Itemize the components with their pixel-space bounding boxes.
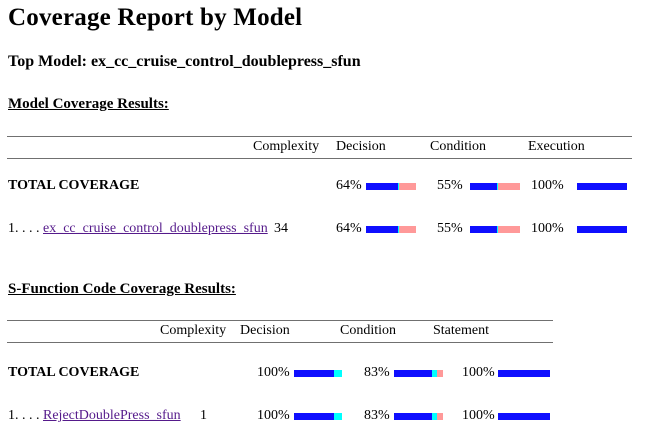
row-prefix: 1. . . . [8,408,43,423]
row-prefix-and-link: 1. . . . ex_cc_cruise_control_doublepres… [8,221,268,237]
decision-coverage-bar [366,183,416,190]
decision-pct: 64% [336,178,362,193]
decision-pct: 100% [257,365,290,380]
col-decision: Decision [240,323,290,338]
execution-coverage-bar [577,183,627,190]
model-total-row: TOTAL COVERAGE 64% 55% 100% [0,178,655,196]
statement-coverage-bar [498,413,550,420]
condition-pct: 55% [437,178,463,193]
sfunction-total-row: TOTAL COVERAGE 100% 83% 100% [0,365,655,383]
row-prefix-and-link: 1. . . . RejectDoublePress_sfun [8,408,181,424]
sfunction-table-header-row: Complexity Decision Condition Statement [0,323,655,341]
condition-coverage-bar [470,226,520,233]
top-model-label: Top Model: ex_cc_cruise_control_doublepr… [8,53,361,70]
col-complexity: Complexity [253,139,320,154]
complexity-value: 34 [274,221,288,236]
model-link[interactable]: ex_cc_cruise_control_doublepress_sfun [43,221,268,236]
condition-pct: 55% [437,221,463,236]
statement-coverage-bar [498,370,550,377]
table-rule [7,320,553,321]
model-row: 1. . . . ex_cc_cruise_control_doublepres… [0,221,655,239]
model-coverage-heading: Model Coverage Results: [8,96,169,112]
decision-coverage-bar [294,413,342,420]
execution-coverage-bar [577,226,627,233]
sfunction-row: 1. . . . RejectDoublePress_sfun 1 100% 8… [0,408,655,426]
total-coverage-label: TOTAL COVERAGE [8,178,140,193]
decision-coverage-bar [294,370,342,377]
execution-pct: 100% [531,221,564,236]
col-decision: Decision [336,139,386,154]
sfunction-coverage-heading: S-Function Code Coverage Results: [8,281,236,297]
condition-coverage-bar [394,370,443,377]
page-title: Coverage Report by Model [8,4,303,31]
col-execution: Execution [528,139,585,154]
total-coverage-label: TOTAL COVERAGE [8,365,140,380]
table-rule [7,342,553,343]
col-condition: Condition [340,323,397,338]
row-prefix: 1. . . . [8,221,43,236]
condition-pct: 83% [364,408,390,423]
condition-coverage-bar [394,413,443,420]
col-condition: Condition [430,139,487,154]
decision-pct: 100% [257,408,290,423]
model-table-header-row: Complexity Decision Condition Execution [0,139,655,157]
condition-coverage-bar [470,183,520,190]
execution-pct: 100% [531,178,564,193]
decision-pct: 64% [336,221,362,236]
sfun-link[interactable]: RejectDoublePress_sfun [43,408,181,423]
col-complexity: Complexity [160,323,227,338]
col-statement: Statement [433,323,489,338]
condition-pct: 83% [364,365,390,380]
complexity-value: 1 [200,408,207,423]
decision-coverage-bar [366,226,416,233]
table-rule [7,136,632,137]
statement-pct: 100% [462,365,495,380]
statement-pct: 100% [462,408,495,423]
table-rule [7,158,632,159]
